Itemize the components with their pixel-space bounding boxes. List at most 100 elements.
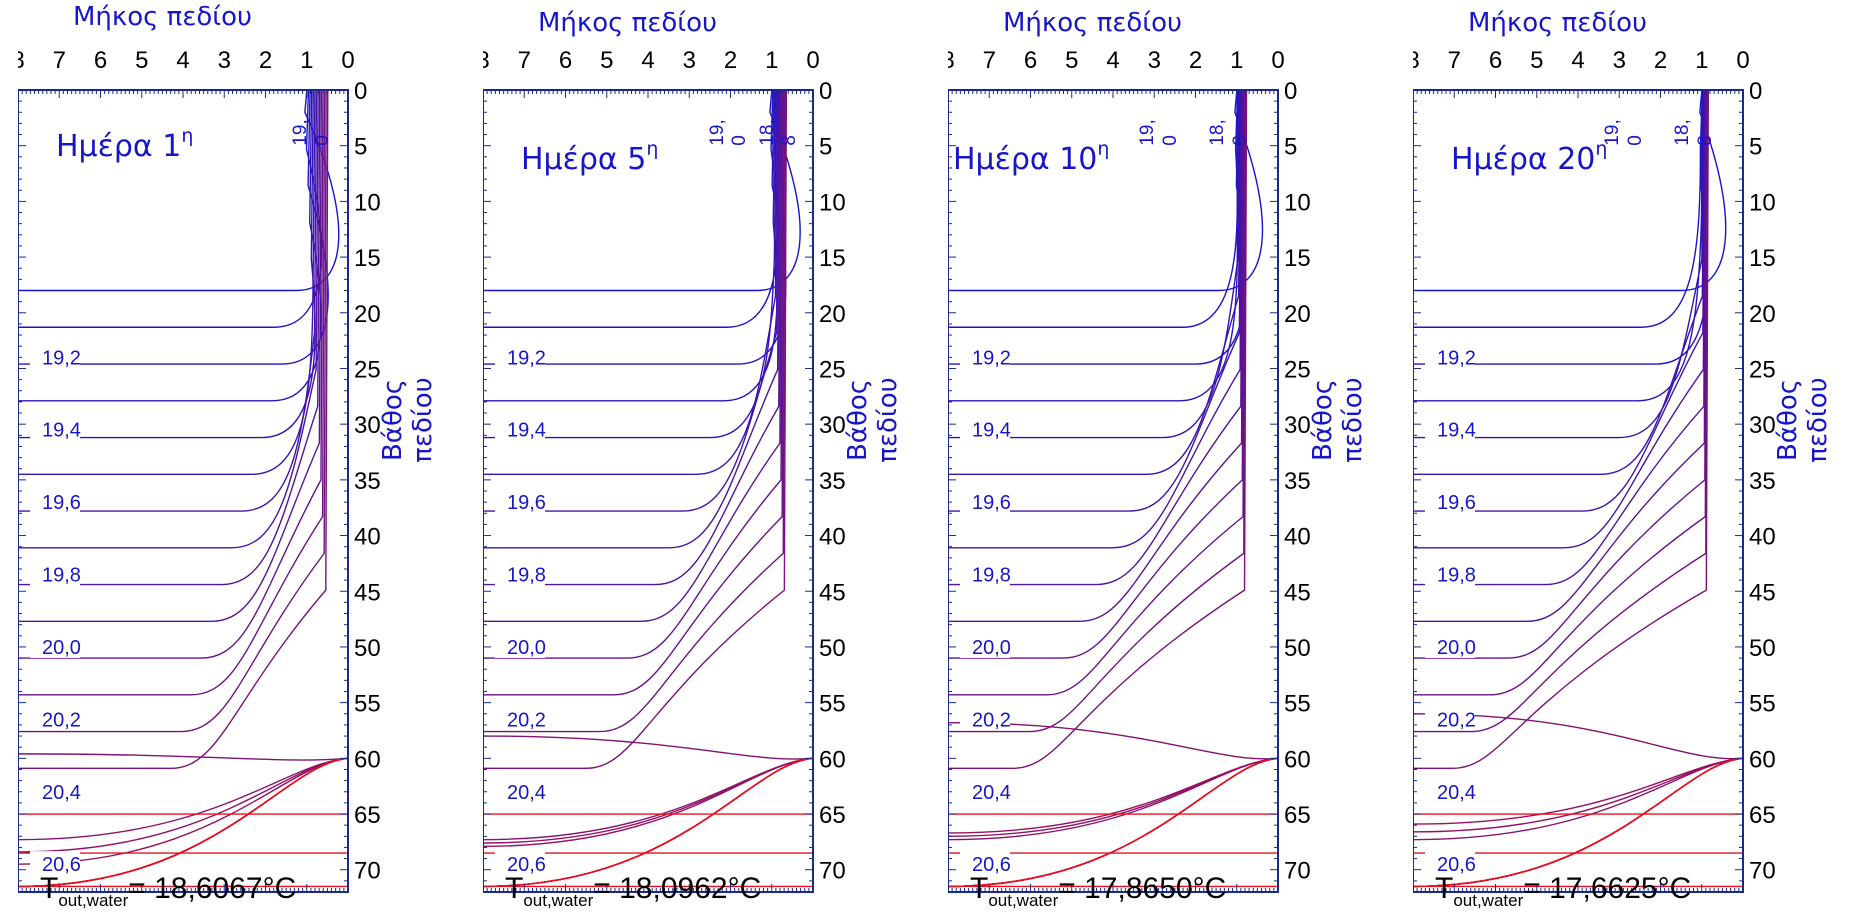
contour-label: 20,2: [42, 709, 81, 731]
contour-line: [948, 89, 1244, 586]
contour-label-bg: [495, 851, 545, 876]
contour-line: [1413, 89, 1708, 659]
y-tick-label: 45: [1284, 579, 1311, 606]
contour-line: [1413, 89, 1708, 623]
contour-line: [948, 89, 1242, 475]
contour-line: [1413, 89, 1705, 439]
tout-equals: =: [1058, 872, 1085, 905]
x-tick-label: 0: [1271, 47, 1284, 74]
y-tick-label: 0: [1284, 78, 1297, 105]
day-text: Ημέρα 20: [1451, 142, 1596, 177]
y-tick-label: 15: [1284, 245, 1311, 272]
tout-value: 17,6625°C: [1549, 872, 1692, 905]
contour-plot: 876543210051015202530354045505560657019,…: [948, 47, 1311, 893]
day-label: Ημέρα 1η: [56, 125, 193, 164]
x-tick-label: 8: [483, 47, 490, 74]
contour-label: 19,4: [1437, 420, 1476, 442]
contour-label: 20,6: [972, 854, 1011, 876]
contour-label: 19,6: [507, 492, 546, 514]
contour-line: [1413, 757, 1744, 825]
contour-line: [1413, 89, 1709, 696]
contour-line: [948, 89, 1243, 549]
x-tick-label: 0: [806, 47, 819, 74]
contour-line: [18, 89, 318, 512]
contour-label-bg: [495, 633, 545, 658]
contour-label-bg: [495, 489, 545, 514]
contour-label-bg: [30, 416, 80, 441]
contour-line: [948, 89, 1246, 696]
contour-label-bg: [1425, 344, 1475, 369]
contour-line: [483, 757, 814, 888]
y-axis-title-line1: Βάθος: [1773, 378, 1803, 462]
y-tick-label: 40: [1749, 524, 1776, 551]
y-tick-label: 15: [1749, 245, 1776, 272]
y-tick-label: 70: [819, 858, 846, 885]
contour-line: [483, 89, 781, 549]
contour-label: 8: [1230, 135, 1251, 146]
y-tick-label: 45: [1749, 579, 1776, 606]
contour-line: [948, 89, 1247, 733]
contour-label-bg: [495, 706, 545, 731]
x-tick-label: 4: [641, 47, 654, 74]
y-tick-label: 20: [1749, 301, 1776, 328]
contour-line: [483, 757, 814, 848]
x-tick-label: 6: [94, 47, 107, 74]
day-text: Ημέρα 5: [521, 142, 647, 177]
y-tick-label: 60: [819, 746, 846, 773]
tout-subscript: out,water: [58, 891, 129, 910]
y-tick-label: 50: [354, 635, 381, 662]
x-tick-label: 5: [1065, 47, 1078, 74]
x-axis-title: Μήκος πεδίου: [538, 8, 718, 38]
contour-line: [483, 89, 788, 770]
y-tick-label: 25: [819, 356, 846, 383]
y-tick-label: 0: [1749, 78, 1762, 105]
y-tick-label: 55: [1749, 691, 1776, 718]
chart-panel-2: Μήκος πεδίου8765432100510152025303540455…: [483, 0, 948, 918]
y-tick-label: 70: [1749, 858, 1776, 885]
y-tick-label: 30: [1284, 412, 1311, 439]
contour-line: [948, 89, 1245, 659]
y-tick-label: 10: [1749, 189, 1776, 216]
contour-label-bg: [1425, 489, 1475, 514]
y-tick-label: 65: [819, 802, 846, 829]
contour-label: 19,8: [507, 565, 546, 587]
contour-label: 18,: [1672, 119, 1693, 145]
tout-symbol: T: [970, 872, 989, 905]
contour-label-bg: [960, 633, 1010, 658]
contour-label-bg: [960, 851, 1010, 876]
y-axis-title-line2: πεδίου: [1803, 377, 1833, 463]
y-tick-label: 35: [354, 468, 381, 495]
y-tick-label: 55: [354, 691, 381, 718]
y-tick-label: 55: [1284, 691, 1311, 718]
x-axis-title: Μήκος πεδίου: [1003, 8, 1183, 38]
contour-line: [18, 753, 349, 761]
y-tick-label: 10: [354, 189, 381, 216]
contour-line: [18, 757, 349, 888]
contour-label: 8: [779, 135, 800, 146]
y-tick-label: 20: [1284, 301, 1311, 328]
contour-label-bg: [30, 344, 80, 369]
x-axis-title: Μήκος πεδίου: [1468, 8, 1648, 38]
contour-line: [948, 721, 1279, 760]
contour-line: [18, 89, 327, 733]
y-tick-label: 30: [819, 412, 846, 439]
ordinal-suffix: η: [1097, 138, 1110, 160]
y-axis-title: Βάθος πεδίου: [378, 370, 438, 470]
x-tick-label: 8: [18, 47, 25, 74]
y-tick-label: 45: [819, 579, 846, 606]
contour-label-bg: [30, 561, 80, 586]
contour-line: [948, 89, 1245, 623]
contour-line: [18, 89, 329, 770]
contour-line: [483, 89, 782, 586]
y-tick-label: 10: [1284, 189, 1311, 216]
contour-label: 20,0: [507, 637, 546, 659]
contour-label: 20,0: [42, 637, 81, 659]
contour-line: [1413, 89, 1706, 512]
y-tick-label: 5: [354, 134, 367, 161]
contour-label: 19,2: [507, 347, 546, 369]
contour-label-bg: [1425, 416, 1475, 441]
tout-subscript: out,water: [988, 891, 1059, 910]
y-tick-label: 60: [1749, 746, 1776, 773]
contour-line: [18, 89, 323, 623]
